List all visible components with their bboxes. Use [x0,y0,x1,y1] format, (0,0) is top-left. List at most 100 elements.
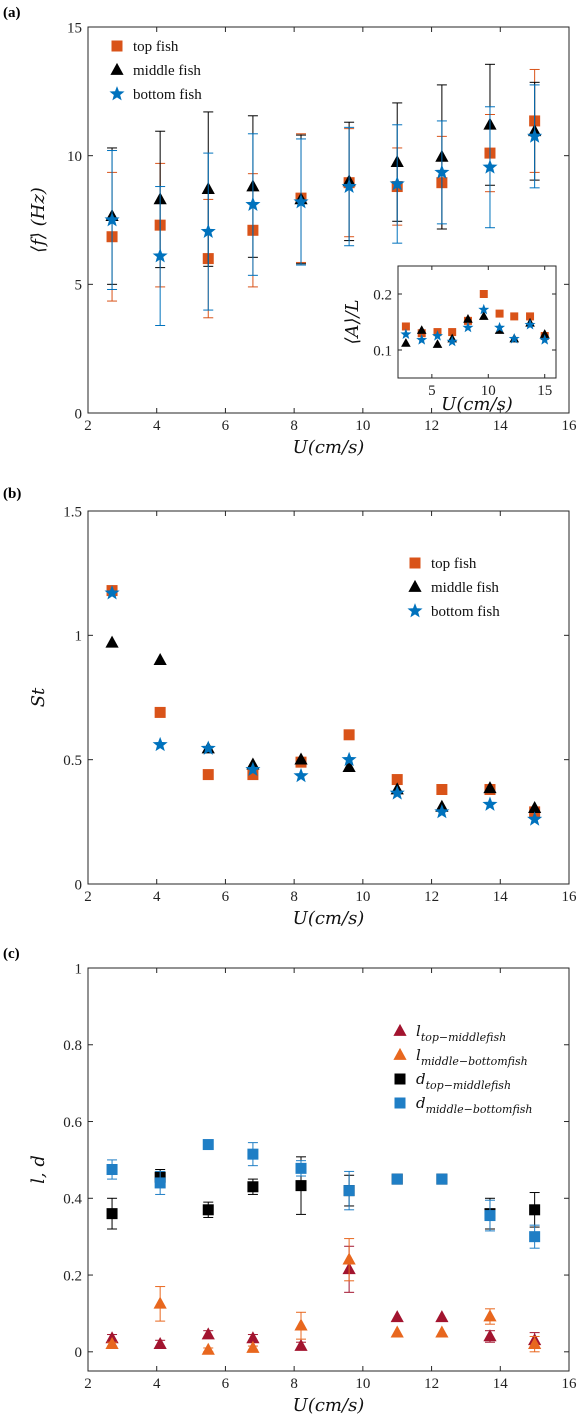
data-point [295,1162,307,1174]
data-point [434,164,450,179]
data-point [463,313,473,323]
data-point [462,321,474,333]
data-point [528,1336,542,1349]
data-point [152,736,168,752]
data-point [200,740,216,755]
legend-label: lmiddle−bottomfish [416,1046,528,1068]
y-tick-label: 0 [75,406,83,422]
data-point [508,333,520,344]
x-tick-label: 16 [562,889,578,905]
data-point [435,1325,449,1338]
data-point [153,1336,167,1349]
panel-label: (a) [3,5,21,21]
legend-marker [408,579,422,592]
legend-label: middle fish [133,63,201,79]
data-point [494,321,506,333]
y-axis-label: l, d [28,1155,49,1184]
data-point [202,769,214,781]
x-tick-label: 2 [84,418,92,434]
legend-marker [409,557,421,569]
data-point [416,325,427,334]
data-point [400,328,412,339]
legend-label: dtop−middlefish [416,1070,511,1092]
y-tick-label: 0.5 [63,753,82,769]
legend-marker [109,86,125,101]
data-point [104,585,120,600]
data-point [104,212,120,227]
panel-c: (c) 2 4 6 8 10 12 14 16 0 0.2 0.4 0.6 0.8 1 U(cm/s) l, d… [3,946,577,1414]
y-tick-label: 0.2 [373,287,392,303]
data-point [390,1325,404,1338]
x-axis-label: U(cm/s) [293,1395,365,1414]
data-point [246,1331,260,1344]
data-point [202,1204,214,1216]
data-point [539,329,550,338]
data-point [343,1185,355,1197]
x-tick-label: 12 [424,1376,439,1392]
x-tick-label: 10 [481,383,496,399]
y-axis-label: ⟨f⟩ (Hz) [28,187,49,253]
data-point [246,1340,260,1353]
x-tick-label: 12 [424,889,439,905]
data-point [245,196,261,211]
data-point [294,752,308,765]
data-point [293,767,309,783]
y-tick-label: 1 [75,961,83,977]
data-point [201,1342,215,1355]
y-tick-label: 0 [75,1345,83,1361]
legend-marker [111,40,123,52]
data-point [436,784,448,796]
data-point [389,785,405,800]
data-point [247,1181,259,1193]
x-tick-label: 6 [222,418,230,434]
legend-marker [394,1097,406,1109]
data-point [434,803,450,819]
legend-marker [110,62,124,75]
data-point [342,759,356,772]
data-point [343,729,355,741]
data-point [478,311,489,320]
data-point [484,1210,496,1222]
x-tick-label: 8 [290,1376,298,1392]
y-axis-label: St [28,687,49,707]
y-tick-label: 5 [75,278,83,294]
data-point [202,1139,214,1151]
data-point [391,1173,403,1185]
data-point [529,1204,541,1216]
data-point [446,335,458,347]
data-point [153,653,167,666]
data-point [342,1252,356,1265]
data-point [432,330,443,341]
legend-marker [393,1023,407,1036]
data-point [341,751,357,767]
data-point [201,1327,215,1340]
x-tick-label: 10 [355,1376,370,1392]
panel-label: (b) [3,486,21,502]
data-point [106,1208,118,1220]
inset-y-axis-label: ⟨A⟩/L [342,299,363,344]
legend-label: middle fish [431,580,499,596]
data-point [294,1338,308,1351]
legend-label: dmiddle−bottomfish [416,1094,533,1116]
y-tick-label: 10 [67,149,82,165]
y-tick-label: 1 [75,629,83,645]
y-tick-label: 0 [75,877,83,893]
data-point [401,338,411,347]
data-point [482,796,498,811]
data-point [432,339,443,348]
x-tick-label: 16 [562,1376,578,1392]
x-tick-label: 8 [290,418,298,434]
legend-marker [407,603,423,618]
y-tick-label: 0.4 [63,1192,82,1208]
panel-b: (b) 2 4 6 8 10 12 14 16 0 0.5 1 1.5 U(cm/s) St top fish… [3,486,577,929]
data-point [247,1148,259,1160]
x-axis-label: U(cm/s) [293,908,365,929]
data-point [524,319,536,330]
data-point [435,1310,449,1323]
x-axis-label: U(cm/s) [293,437,365,458]
x-tick-label: 4 [153,418,161,434]
x-tick-label: 2 [84,889,92,905]
data-point [200,223,216,238]
data-point [152,248,168,263]
inset-plot-area [397,265,557,379]
